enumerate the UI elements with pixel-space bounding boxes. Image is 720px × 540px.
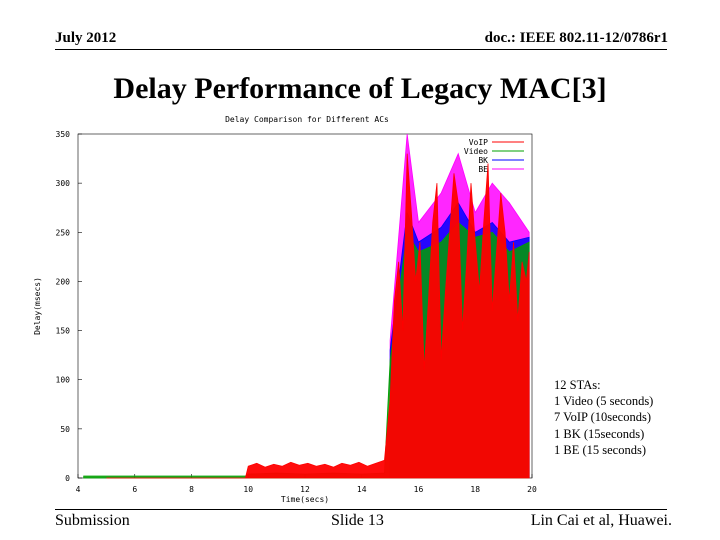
y-tick-label: 100 [56, 376, 71, 385]
legend-label: BE [478, 165, 488, 174]
x-tick-label: 8 [189, 485, 194, 494]
note-line: 1 BK (15seconds) [554, 426, 645, 441]
legend-label: Video [464, 147, 488, 156]
y-axis-ticks: 0 50 100 150 200 250 300 350 [56, 130, 82, 483]
footer-authors: Lin Cai et al, Huawei. [530, 512, 672, 529]
y-tick-label: 250 [56, 228, 71, 237]
header-divider [55, 49, 667, 50]
y-axis-label: Delay(msecs) [33, 277, 42, 335]
y-tick-label: 200 [56, 277, 71, 286]
y-tick-label: 150 [56, 327, 71, 336]
chart-title: Delay Comparison for Different ACs [225, 115, 389, 124]
x-axis-label: Time(secs) [281, 495, 329, 504]
scenario-note: 12 STAs: 1 Video (5 seconds) 7 VoIP (10s… [554, 377, 653, 458]
y-tick-label: 300 [56, 179, 71, 188]
x-tick-label: 10 [243, 485, 253, 494]
note-line: 1 Video (5 seconds) [554, 394, 654, 409]
header-doc-id: doc.: IEEE 802.11-12/0786r1 [484, 30, 668, 46]
series-voip-area [106, 153, 530, 479]
x-tick-label: 6 [132, 485, 137, 494]
legend-label: VoIP [469, 138, 488, 147]
y-tick-label: 50 [60, 425, 70, 434]
footer-slide-number: Slide 13 [331, 512, 384, 529]
series-layer [83, 133, 530, 479]
delay-chart: Delay Comparison for Different ACs 0 50 10… [33, 115, 537, 504]
footer-submission: Submission [55, 512, 130, 529]
footer-divider [55, 509, 667, 510]
note-line: 7 VoIP (10seconds) [554, 410, 651, 425]
header-date: July 2012 [55, 30, 117, 46]
legend-label: BK [478, 156, 488, 165]
y-tick-label: 350 [56, 130, 71, 139]
x-tick-label: 12 [300, 485, 310, 494]
y-tick-label: 0 [65, 474, 70, 483]
x-tick-label: 18 [470, 485, 480, 494]
note-line: 1 BE (15 seconds) [554, 442, 646, 457]
note-line: 12 STAs: [554, 378, 601, 392]
x-tick-label: 4 [76, 485, 81, 494]
slide-title: Delay Performance of Legacy MAC[3] [113, 72, 607, 105]
x-tick-label: 20 [527, 485, 537, 494]
x-tick-label: 14 [357, 485, 367, 494]
x-tick-label: 16 [414, 485, 424, 494]
